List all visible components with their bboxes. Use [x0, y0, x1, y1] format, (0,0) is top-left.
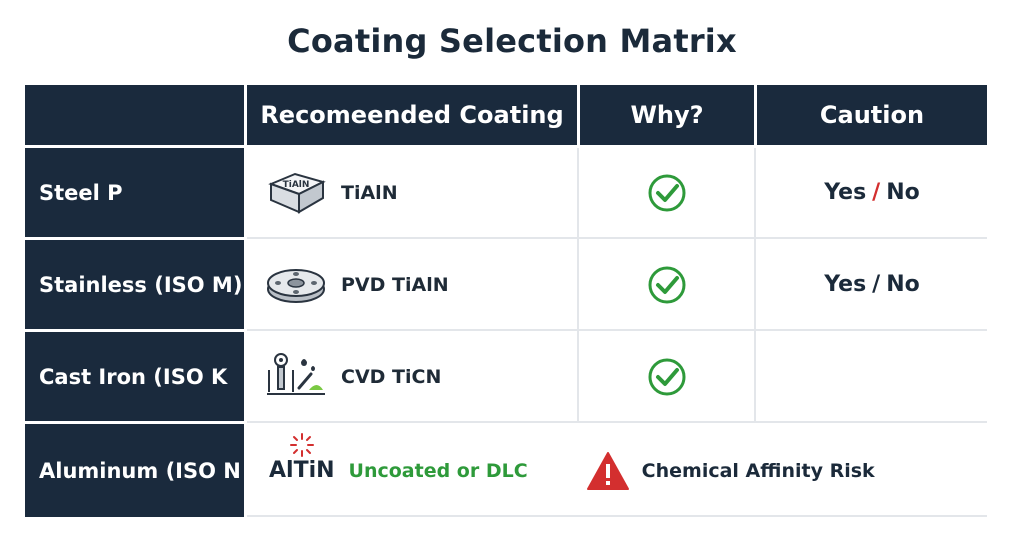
- chemical-affinity-risk-label: Chemical Affinity Risk: [641, 459, 875, 482]
- uncoated-dlc-label: Uncoated or DLC: [348, 459, 528, 482]
- check-circle-icon: [647, 265, 687, 305]
- row-label-stainless: Stainless (ISO M): [25, 240, 244, 329]
- row-label-steel: Steel P: [25, 148, 244, 237]
- caution-no: No: [886, 272, 920, 297]
- warning-icon: [586, 451, 630, 491]
- row-divider: [247, 237, 987, 239]
- why-cell-stainless: [580, 240, 754, 329]
- why-cell-steel: [580, 148, 754, 237]
- column-divider: [754, 148, 756, 421]
- row-divider: [247, 329, 987, 331]
- lab-tools-icon: [265, 352, 327, 402]
- insert-block-icon: TiAlN: [265, 170, 327, 216]
- header-why: Why?: [580, 85, 754, 145]
- insert-block-label: TiAlN: [283, 180, 310, 190]
- caution-cell-steel: Yes / No: [757, 148, 987, 237]
- caution-no: No: [886, 180, 920, 205]
- row-label-cast-iron: Cast Iron (ISO K: [25, 332, 244, 421]
- coating-cell-steel: TiAlN TiAlN: [247, 148, 577, 237]
- altin-label: AlTiN: [269, 433, 335, 483]
- flange-disc-icon: [265, 262, 327, 308]
- row-divider: [247, 421, 987, 423]
- altin-text: AlTiN: [269, 458, 335, 483]
- check-circle-icon: [647, 357, 687, 397]
- header-corner-cell: [25, 85, 244, 145]
- spark-icon: [290, 433, 314, 457]
- header-caution: Caution: [757, 85, 987, 145]
- why-cell-cast-iron: [580, 332, 754, 421]
- column-divider: [577, 148, 579, 421]
- coating-label: TiAlN: [341, 181, 398, 204]
- page-title: Coating Selection Matrix: [287, 22, 737, 60]
- coating-matrix-table: Recomeended Coating Why? Caution Steel P…: [25, 85, 987, 517]
- coating-label: PVD TiAlN: [341, 273, 449, 296]
- caution-cell-stainless: Yes / No: [757, 240, 987, 329]
- caution-yes: Yes: [824, 272, 867, 297]
- coating-cell-cast-iron: CVD TiCN: [247, 332, 577, 421]
- check-circle-icon: [647, 173, 687, 213]
- aluminum-recommendation-cell: AlTiN Uncoated or DLC Chemical Affinity …: [247, 424, 987, 517]
- caution-slash: /: [872, 180, 881, 205]
- caution-slash: /: [872, 272, 881, 297]
- row-label-aluminum: Aluminum (ISO N: [25, 424, 244, 517]
- coating-label: CVD TiCN: [341, 365, 442, 388]
- coating-cell-stainless: PVD TiAlN: [247, 240, 577, 329]
- caution-yes: Yes: [824, 180, 867, 205]
- header-recommended-coating: Recomeended Coating: [247, 85, 577, 145]
- caution-cell-cast-iron: [757, 332, 987, 421]
- row-divider: [247, 515, 987, 517]
